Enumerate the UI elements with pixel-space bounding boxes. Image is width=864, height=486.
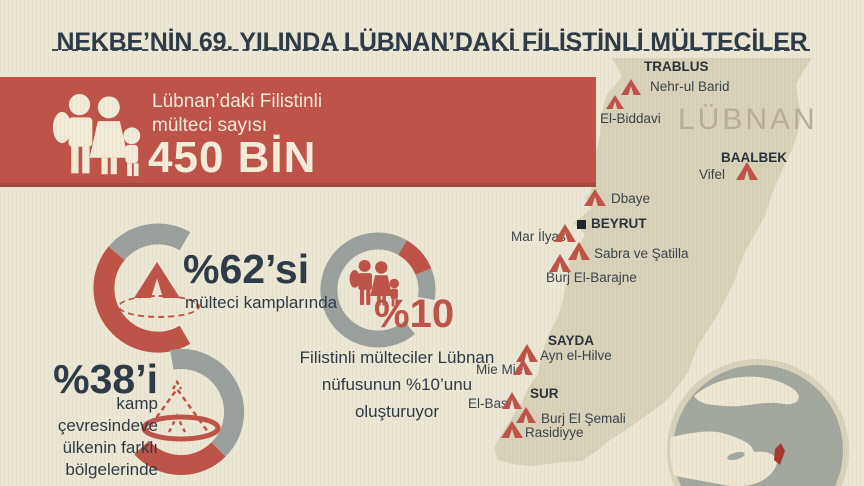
outside-label-line1: kamp çevresindeve bbox=[57, 394, 158, 435]
map-label-ayn-el-hilve: Ayn el-Hilve bbox=[540, 348, 612, 363]
outside-label-line2: ülkenin farklı bbox=[62, 438, 158, 457]
map-label-baalbek: BAALBEK bbox=[721, 150, 787, 165]
refugee-count-value: 450 BİN bbox=[148, 133, 317, 182]
region-globe-inset bbox=[667, 359, 849, 486]
title-divider bbox=[52, 49, 810, 51]
tent-base-dashed-ellipse bbox=[118, 295, 200, 318]
map-label-mie-mie: Mie Mie bbox=[476, 362, 524, 377]
population-label-line3: oluşturuyor bbox=[354, 402, 440, 421]
map-label-sabra-ve-satilla: Sabra ve Şatilla bbox=[594, 246, 689, 261]
page-title: NEKBE’NİN 69. YILINDA LÜBNAN’DAKİ FİLİST… bbox=[56, 27, 808, 56]
map-label-sayda: SAYDA bbox=[548, 333, 595, 348]
map-label-burj-el-barajne: Burj El-Barajne bbox=[546, 270, 637, 285]
banner-caption-line2: mülteci sayısı bbox=[152, 115, 268, 136]
outside-percentage: %38’i bbox=[53, 356, 158, 402]
map-label-mar-ilyas: Mar İlyas bbox=[511, 229, 566, 244]
population-percentage: %10 bbox=[374, 292, 455, 336]
map-label-sur: SUR bbox=[530, 386, 559, 401]
camps-donut-chart bbox=[93, 223, 191, 353]
population-label-line1: Filistinli mülteciler Lübnan bbox=[299, 348, 495, 367]
map-label-rasidiyye: Rasidiyye bbox=[525, 425, 584, 440]
outside-label-line4: yaşıyor bbox=[18, 481, 158, 486]
map-label-trablus: TRABLUS bbox=[644, 59, 709, 74]
map-label-el-bas: El-Bas bbox=[468, 396, 508, 411]
beirut-city-marker bbox=[577, 220, 586, 229]
lebanon-map-shape bbox=[494, 58, 812, 466]
population-donut-chart bbox=[320, 232, 436, 348]
outside-donut-chart bbox=[134, 349, 245, 476]
refugee-family-icon bbox=[52, 93, 141, 177]
camps-percentage-label: mülteci kamplarında bbox=[185, 293, 338, 312]
map-label-burj-el-semali: Burj El Şemali bbox=[541, 411, 626, 426]
population-label-line2: nüfusunun %10’unu bbox=[321, 375, 473, 394]
map-label-el-biddavi: El-Biddavi bbox=[600, 111, 661, 126]
map-label-vifel: Vifel bbox=[699, 167, 726, 182]
family-icon-red bbox=[349, 259, 400, 307]
outside-label-line3: bölgelerinde bbox=[65, 460, 158, 479]
dashed-tent-icon bbox=[141, 380, 221, 442]
refugee-count-banner: Lübnan’daki Filistinli mülteci sayısı 45… bbox=[0, 77, 596, 183]
camps-percentage: %62’si bbox=[183, 246, 310, 292]
map-label-dbaye: Dbaye bbox=[611, 191, 651, 206]
banner-caption-line1: Lübnan’daki Filistinli bbox=[152, 91, 323, 112]
country-label: LÜBNAN bbox=[678, 103, 818, 136]
map-label-beyrut: BEYRUT bbox=[591, 216, 647, 231]
map-label-nehr-ul-barid: Nehr-ul Barid bbox=[650, 79, 730, 94]
